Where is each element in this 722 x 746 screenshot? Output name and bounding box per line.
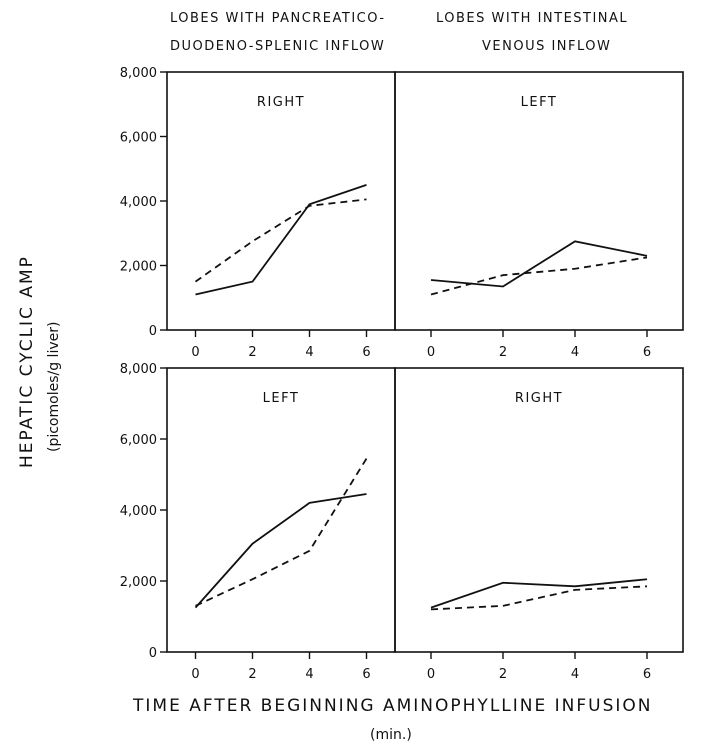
y-tick-label: 0 <box>149 646 157 661</box>
y-tick-label: 8,000 <box>120 362 157 377</box>
panel-1-title: RIGHT <box>257 95 305 110</box>
y-tick-label: 4,000 <box>120 504 157 519</box>
y-tick-label: 4,000 <box>120 195 157 210</box>
y-axis-title: HEPATIC CYCLIC AMP <box>17 255 37 468</box>
x-tick-label: 6 <box>643 345 651 360</box>
panel-3-series-solid-line <box>194 493 367 609</box>
y-tick-label: 2,000 <box>120 575 157 590</box>
x-tick-label: 4 <box>571 667 579 682</box>
x-tick-label: 2 <box>499 345 507 360</box>
panel-4-title: RIGHT <box>515 391 563 406</box>
x-tick-label: 0 <box>427 345 435 360</box>
panel-3-title: LEFT <box>263 391 300 406</box>
panel-2-frame <box>394 71 684 331</box>
y-tick-label: 2,000 <box>120 260 157 275</box>
y-tick-label: 8,000 <box>120 66 157 81</box>
panel-3-frame <box>166 367 396 653</box>
x-tick-label: 4 <box>571 345 579 360</box>
panel-4: RIGHT 0 2 4 6 <box>427 391 651 682</box>
panel-1-series-dashed-line <box>194 198 367 283</box>
panel-2-series-solid-line <box>430 240 648 288</box>
panel-4-series-solid-line <box>430 578 648 609</box>
x-axis-subtitle: (min.) <box>370 727 412 743</box>
panel-4-series-dashed-line <box>430 585 648 611</box>
panel-2-title: LEFT <box>521 95 558 110</box>
y-tick-label: 0 <box>149 324 157 339</box>
y-tick-label: 6,000 <box>120 433 157 448</box>
header-right-line1: LOBES WITH INTESTINAL <box>436 11 628 26</box>
panel-1-frame <box>166 71 396 331</box>
y-axis-subtitle: (picomoles/g liver) <box>46 322 62 452</box>
header-left-line1: LOBES WITH PANCREATICO- <box>170 11 386 26</box>
x-tick-label: 6 <box>362 667 370 682</box>
x-tick-label: 2 <box>499 667 507 682</box>
x-tick-label: 2 <box>248 667 256 682</box>
x-tick-label: 0 <box>191 667 199 682</box>
x-tick-label: 6 <box>362 345 370 360</box>
header-left-line2: DUODENO-SPLENIC INFLOW <box>170 39 385 54</box>
x-tick-label: 4 <box>305 667 313 682</box>
x-tick-label: 2 <box>248 345 256 360</box>
panel-1: RIGHT 0 2 4 6 0 2,000 4,000 6,000 8,000 <box>120 66 371 360</box>
panel-1-series-solid-line <box>195 184 367 296</box>
panel-3-series-dashed-line <box>195 458 368 607</box>
x-tick-label: 4 <box>305 345 313 360</box>
x-tick-label: 0 <box>427 667 435 682</box>
x-axis-title: TIME AFTER BEGINNING AMINOPHYLLINE INFUS… <box>132 696 653 716</box>
panel-4-frame <box>394 367 684 653</box>
panel-2: LEFT 0 2 4 6 <box>427 95 651 360</box>
panel-2-series-dashed-line <box>430 256 648 296</box>
panel-3: LEFT 0 2 4 6 0 2,000 4,000 6,000 8,000 <box>120 362 371 682</box>
y-tick-label: 6,000 <box>120 131 157 146</box>
header-right-line2: VENOUS INFLOW <box>482 39 611 54</box>
x-tick-label: 0 <box>191 345 199 360</box>
x-tick-label: 6 <box>643 667 651 682</box>
